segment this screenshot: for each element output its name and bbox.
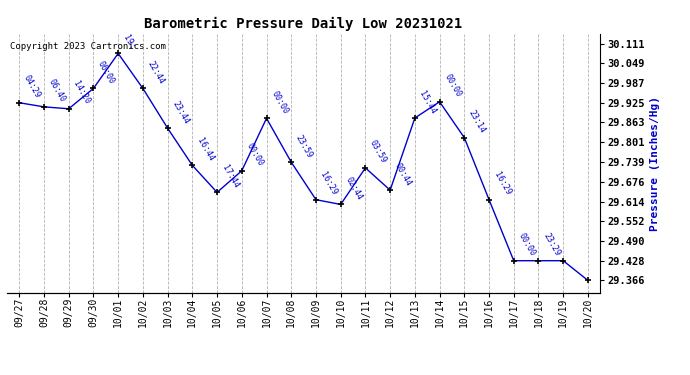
Text: 00:44: 00:44 [393,161,413,188]
Text: 06:00: 06:00 [96,60,117,86]
Text: 03:59: 03:59 [368,139,388,165]
Text: 00:00: 00:00 [244,142,265,168]
Text: 15:44: 15:44 [417,89,438,115]
Title: Barometric Pressure Daily Low 20231021: Barometric Pressure Daily Low 20231021 [144,17,463,31]
Text: 23:29: 23:29 [541,232,562,258]
Y-axis label: Pressure (Inches/Hg): Pressure (Inches/Hg) [650,96,660,231]
Text: 16:29: 16:29 [319,171,339,197]
Text: 04:29: 04:29 [22,74,42,100]
Text: 06:40: 06:40 [47,78,67,104]
Text: 00:00: 00:00 [517,232,537,258]
Text: 22:44: 22:44 [146,60,166,86]
Text: 02:44: 02:44 [344,176,364,202]
Text: 23:59: 23:59 [294,133,315,159]
Text: 23:44: 23:44 [170,99,190,125]
Text: 00:00: 00:00 [269,89,290,116]
Text: 23:14: 23:14 [467,109,487,135]
Text: 19:: 19: [121,33,136,51]
Text: 14:20: 14:20 [72,80,92,106]
Text: 16:29: 16:29 [492,171,512,197]
Text: 16:44: 16:44 [195,136,215,163]
Text: Copyright 2023 Cartronics.com: Copyright 2023 Cartronics.com [10,42,166,51]
Text: 00:00: 00:00 [442,73,463,99]
Text: 17:44: 17:44 [220,164,240,190]
